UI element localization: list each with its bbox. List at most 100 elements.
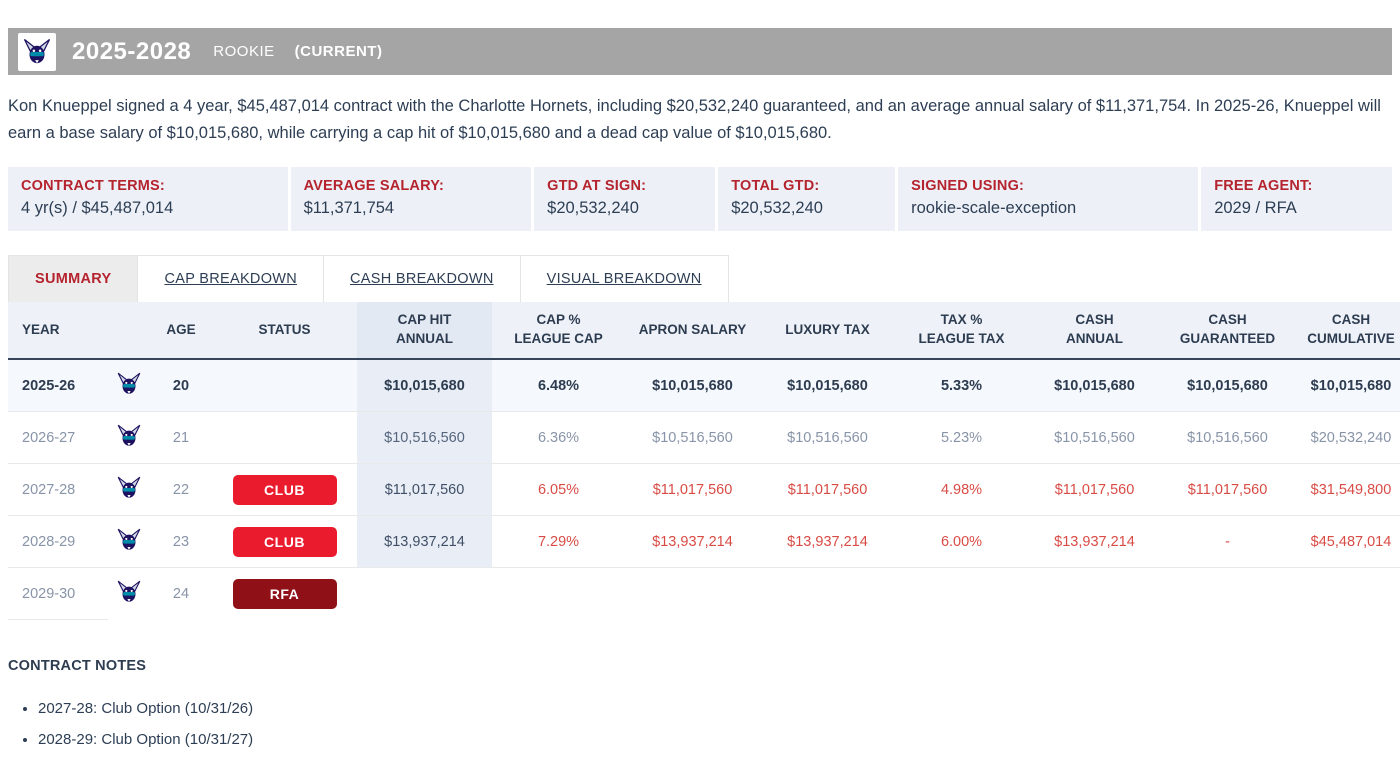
- team-logo-cell: [108, 515, 150, 569]
- col-cash-annual-header: CASH ANNUAL: [1028, 302, 1161, 361]
- term-average-salary: AVERAGE SALARY: $11,371,754: [287, 167, 532, 232]
- term-label: CONTRACT TERMS:: [21, 178, 165, 195]
- cap-pct-cell: [492, 568, 625, 620]
- contract-type-label: ROOKIE: [213, 43, 275, 60]
- col-status-header: STATUS: [212, 302, 357, 361]
- cap-hit-cell: $10,516,560: [357, 411, 492, 465]
- year-cell: 2025-26: [8, 359, 108, 413]
- cap-hit-cell: [357, 568, 492, 620]
- club-option-badge: CLUB: [232, 526, 337, 557]
- col-cap-pct-header: CAP % LEAGUE CAP: [492, 302, 625, 361]
- breakdown-tabs: SUMMARY CAP BREAKDOWN CASH BREAKDOWN VIS…: [8, 255, 729, 303]
- team-logo-cell: [108, 568, 150, 620]
- team-logo-box: [18, 32, 56, 71]
- luxury-tax-cell: $10,015,680: [760, 359, 895, 413]
- table-row-2027-28: 2027-28 22 CLUB $11,017,560 6.05% $11,01…: [8, 463, 1400, 517]
- status-cell: RFA: [212, 568, 357, 620]
- term-value: $11,371,754: [303, 199, 395, 218]
- col-team-header: [108, 302, 150, 361]
- term-value: 2029 / RFA: [1214, 199, 1297, 218]
- year-cell: 2026-27: [8, 411, 108, 465]
- age-cell: 23: [150, 515, 212, 569]
- apron-salary-cell: [625, 568, 760, 620]
- apron-salary-cell: $10,516,560: [625, 411, 760, 465]
- cash-gtd-cell: [1161, 568, 1294, 620]
- status-cell: CLUB: [212, 515, 357, 569]
- term-value: 4 yr(s) / $45,487,014: [21, 199, 174, 218]
- table-row-2025-26: 2025-26 20 $10,015,680 6.48% $10,015,680…: [8, 359, 1400, 413]
- table-row-2026-27: 2026-27 21 $10,516,560 6.36% $10,516,560…: [8, 411, 1400, 465]
- luxury-tax-cell: $10,516,560: [760, 411, 895, 465]
- luxury-tax-cell: $11,017,560: [760, 463, 895, 517]
- status-cell: [212, 411, 357, 465]
- year-cell: 2029-30: [8, 567, 108, 621]
- club-option-badge: CLUB: [232, 474, 337, 505]
- contract-period-title: 2025-2028: [72, 37, 192, 65]
- hornets-logo-icon: [117, 580, 141, 602]
- note-item: 2027-28: Club Option (10/31/26): [38, 700, 1392, 717]
- contract-page: 2025-2028 ROOKIE (CURRENT) Kon Knueppel …: [0, 28, 1400, 748]
- col-tax-pct-header: TAX % LEAGUE TAX: [895, 302, 1028, 361]
- tax-pct-cell: [895, 568, 1028, 620]
- tax-pct-cell: 4.98%: [895, 463, 1028, 517]
- col-cash-gtd-header: CASH GUARANTEED: [1161, 302, 1294, 361]
- table-header-row: YEAR AGE STATUS CAP HIT ANNUAL CAP % LEAGU…: [8, 302, 1400, 361]
- cap-hit-cell: $11,017,560: [357, 463, 492, 517]
- age-cell: 22: [150, 463, 212, 517]
- team-logo-cell: [108, 463, 150, 517]
- luxury-tax-cell: $13,937,214: [760, 515, 895, 569]
- term-value: rookie-scale-exception: [911, 199, 1077, 218]
- col-cash-cum-header: CASH CUMULATIVE: [1294, 302, 1400, 361]
- cash-annual-cell: $11,017,560: [1028, 463, 1161, 517]
- note-item: 2028-29: Club Option (10/31/27): [38, 731, 1392, 748]
- contract-notes-list: 2027-28: Club Option (10/31/26) 2028-29:…: [8, 700, 1392, 748]
- term-label: AVERAGE SALARY:: [303, 178, 445, 195]
- status-cell: [212, 359, 357, 413]
- tab-cap-breakdown[interactable]: CAP BREAKDOWN: [138, 256, 325, 303]
- cash-annual-cell: [1028, 568, 1161, 620]
- luxury-tax-cell: [760, 568, 895, 620]
- col-year-header: YEAR: [8, 302, 108, 361]
- tab-visual-breakdown[interactable]: VISUAL BREAKDOWN: [520, 256, 729, 303]
- hornets-logo-icon: [117, 476, 141, 498]
- term-gtd-at-sign: GTD AT SIGN: $20,532,240: [531, 167, 715, 232]
- cash-cum-cell: $10,015,680: [1294, 359, 1400, 413]
- term-label: FREE AGENT:: [1214, 178, 1313, 195]
- cap-hit-cell: $13,937,214: [357, 515, 492, 569]
- cash-annual-cell: $10,516,560: [1028, 411, 1161, 465]
- apron-salary-cell: $13,937,214: [625, 515, 760, 569]
- contract-summary-text: Kon Knueppel signed a 4 year, $45,487,01…: [8, 97, 1381, 143]
- year-cell: 2028-29: [8, 515, 108, 569]
- contract-current-label: (CURRENT): [294, 43, 383, 60]
- contract-notes-heading: CONTRACT NOTES: [8, 658, 147, 675]
- cash-cum-cell: $45,487,014: [1294, 515, 1400, 569]
- salary-table: YEAR AGE STATUS CAP HIT ANNUAL CAP % LEAGU…: [8, 302, 1400, 621]
- tax-pct-cell: 5.33%: [895, 359, 1028, 413]
- cap-pct-cell: 6.05%: [492, 463, 625, 517]
- term-value: $20,532,240: [731, 199, 823, 218]
- contract-period-header: 2025-2028 ROOKIE (CURRENT): [8, 28, 1392, 75]
- tax-pct-cell: 5.23%: [895, 411, 1028, 465]
- team-logo-cell: [108, 359, 150, 413]
- col-age-header: AGE: [150, 302, 212, 361]
- table-row-2029-30: 2029-30 24 RFA: [8, 567, 1400, 621]
- cap-pct-cell: 6.48%: [492, 359, 625, 413]
- hornets-logo-icon: [23, 38, 51, 63]
- age-cell: 20: [150, 359, 212, 413]
- tab-summary[interactable]: SUMMARY: [9, 256, 139, 303]
- term-label: TOTAL GTD:: [731, 178, 820, 195]
- col-luxury-header: LUXURY TAX: [760, 302, 895, 361]
- table-row-2028-29: 2028-29 23 CLUB $13,937,214 7.29% $13,93…: [8, 515, 1400, 569]
- cash-gtd-cell: $10,015,680: [1161, 359, 1294, 413]
- cap-hit-cell: $10,015,680: [357, 359, 492, 413]
- tax-pct-cell: 6.00%: [895, 515, 1028, 569]
- term-value: $20,532,240: [547, 199, 639, 218]
- cash-cum-cell: [1294, 568, 1400, 620]
- cash-cum-cell: $20,532,240: [1294, 411, 1400, 465]
- cap-pct-cell: 6.36%: [492, 411, 625, 465]
- term-free-agent: FREE AGENT: 2029 / RFA: [1198, 167, 1392, 232]
- tab-cash-breakdown[interactable]: CASH BREAKDOWN: [324, 256, 521, 303]
- cash-annual-cell: $13,937,214: [1028, 515, 1161, 569]
- hornets-logo-icon: [117, 528, 141, 550]
- term-label: SIGNED USING:: [911, 178, 1025, 195]
